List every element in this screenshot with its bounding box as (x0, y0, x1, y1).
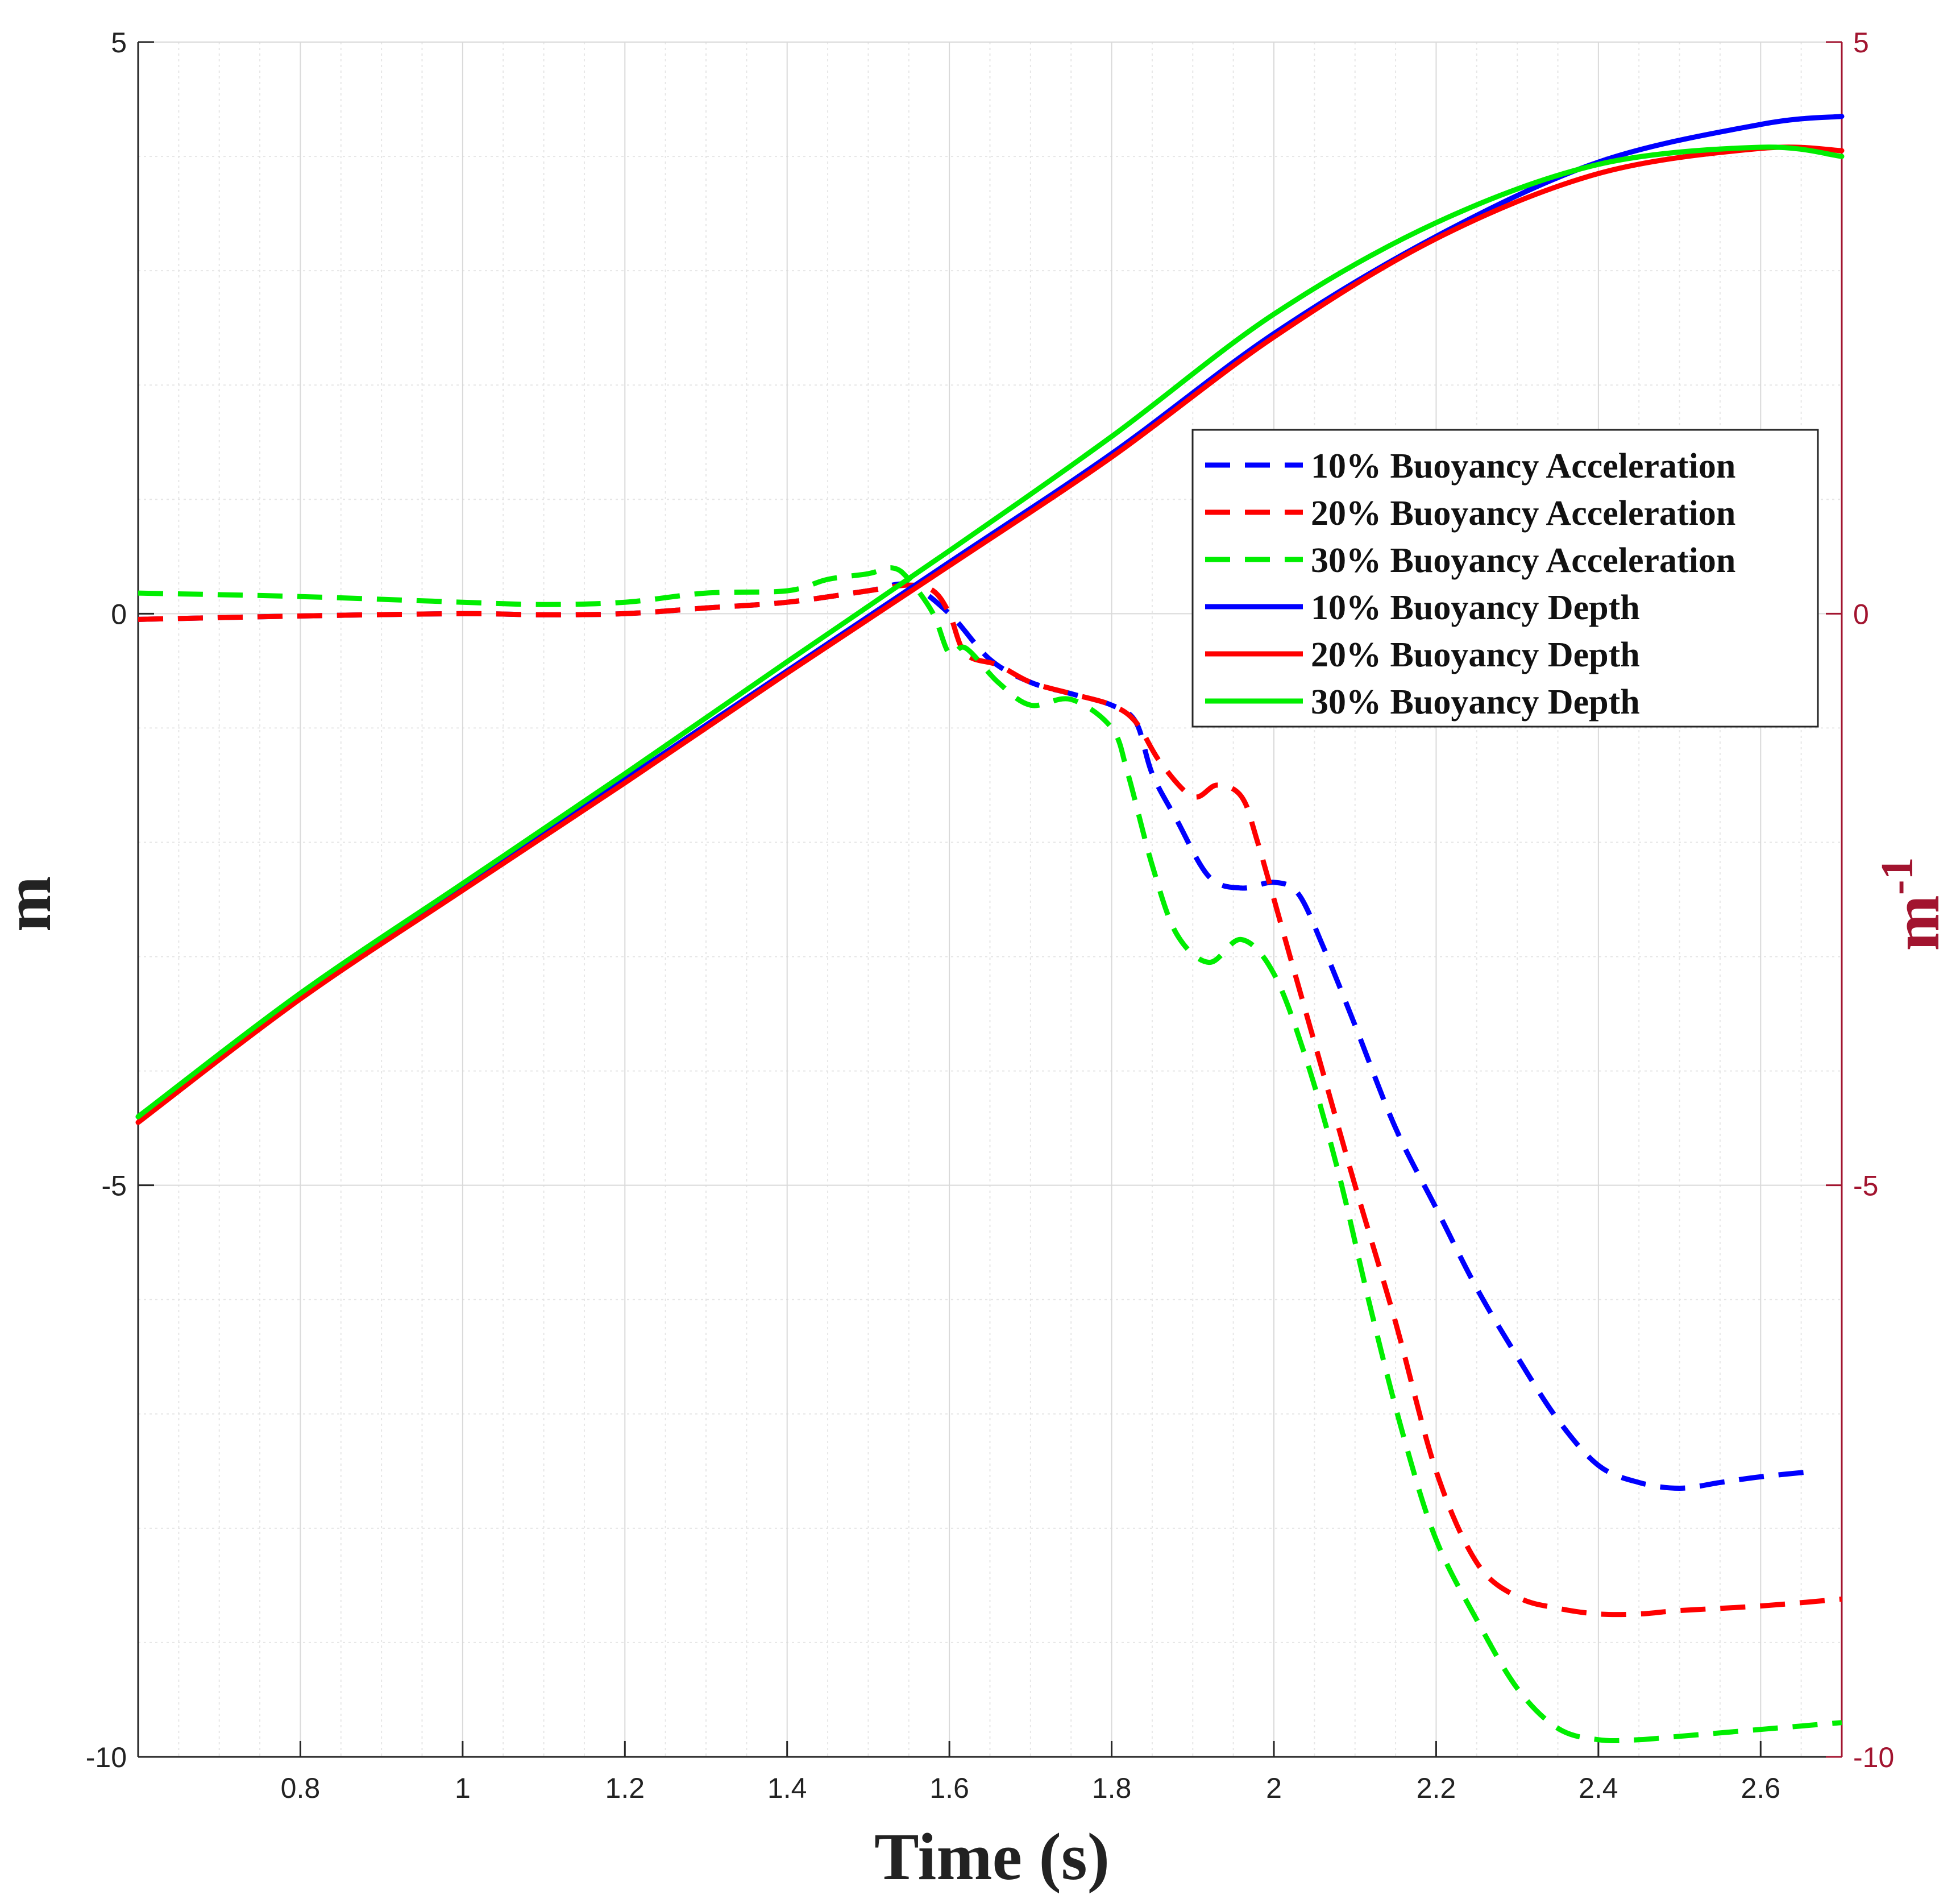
x-tick-label: 1.8 (1092, 1772, 1132, 1804)
x-tick-label: 1.2 (605, 1772, 645, 1804)
y-axis-left: -10 -5 0 5 (86, 27, 154, 1773)
series-line-30pct-buoyancy-acceleration (138, 565, 1842, 1744)
legend-label-30pct-buoyancy-acceleration: 30% Buoyancy Acceleration (1311, 541, 1735, 580)
y-tick-label-right: -5 (1853, 1170, 1878, 1202)
legend-label-10pct-buoyancy-acceleration: 10% Buoyancy Acceleration (1311, 447, 1735, 486)
series-lines (135, 114, 1845, 1744)
y-tick-label-right: 0 (1853, 598, 1869, 630)
legend-label-30pct-buoyancy-depth: 30% Buoyancy Depth (1311, 683, 1640, 722)
legend-label-20pct-buoyancy-depth: 20% Buoyancy Depth (1311, 636, 1640, 674)
x-tick-label: 2.6 (1741, 1772, 1781, 1804)
y-axis-title-left: m (0, 876, 65, 932)
y-tick-label-right: 5 (1853, 27, 1869, 59)
y-tick-label-left: -5 (102, 1170, 127, 1202)
y-tick-label-right: -10 (1853, 1742, 1894, 1773)
x-axis: 0.8 1 1.2 1.4 1.6 1.8 2 2.2 2.4 2.6 (281, 1741, 1780, 1804)
y-axis-right: -10 -5 0 5 (1826, 27, 1894, 1773)
series-line-20pct-buoyancy-acceleration (138, 582, 1842, 1618)
x-tick-label: 1 (455, 1772, 471, 1804)
plot-frame (137, 42, 1843, 1758)
minor-grid (138, 42, 1842, 1757)
y-tick-label-left: 0 (111, 598, 127, 630)
legend-label-10pct-buoyancy-depth: 10% Buoyancy Depth (1311, 588, 1640, 627)
y-tick-label-left: 5 (111, 27, 127, 59)
y-axis-title-right-base: m (1879, 895, 1953, 951)
x-tick-label: 2.4 (1579, 1772, 1618, 1804)
x-tick-label: 2.2 (1417, 1772, 1456, 1804)
y-axis-title-right: m-1 (1872, 857, 1953, 951)
series-line-30pct-buoyancy-depth (135, 144, 1845, 1120)
x-tick-label: 1.6 (929, 1772, 969, 1804)
x-tick-label: 2 (1266, 1772, 1282, 1804)
legend-label-20pct-buoyancy-acceleration: 20% Buoyancy Acceleration (1311, 494, 1735, 533)
x-tick-label: 0.8 (281, 1772, 321, 1804)
legend: 10% Buoyancy Acceleration 20% Buoyancy Ac… (1191, 429, 1819, 728)
x-axis-title: Time (s) (874, 1819, 1110, 1894)
legend-box (1191, 429, 1819, 728)
x-tick-label: 1.4 (767, 1772, 807, 1804)
y-tick-label-left: -10 (86, 1742, 127, 1773)
series-line-20pct-buoyancy-depth (135, 144, 1845, 1125)
y-axis-title-right-exponent: -1 (1872, 857, 1922, 895)
